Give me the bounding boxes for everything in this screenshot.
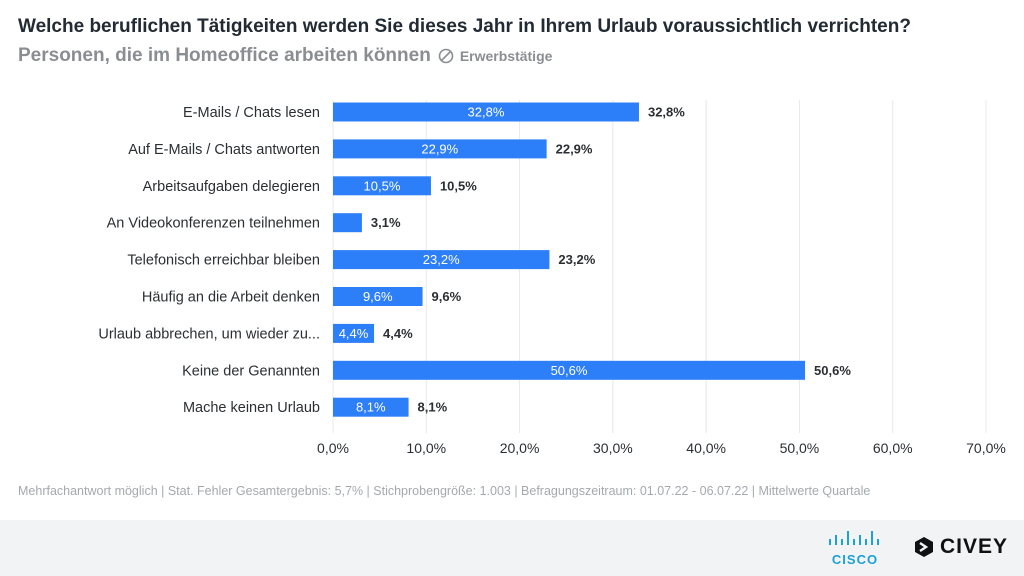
bar-value-label: 32,8% [648, 105, 685, 120]
bar-inner-label: 32,8% [468, 105, 505, 120]
x-tick-label: 20,0% [500, 440, 540, 456]
civey-wordmark: CIVEY [940, 535, 1009, 558]
category-label: Arbeitsaufgaben delegieren [143, 179, 320, 195]
category-label: Mache keinen Urlaub [183, 400, 320, 416]
bar-value-label: 23,2% [558, 252, 595, 267]
category-label: E-Mails / Chats lesen [183, 105, 320, 121]
bar-inner-label: 8,1% [356, 400, 386, 415]
cisco-bars-icon [829, 531, 879, 545]
bar-value-label: 10,5% [440, 178, 477, 193]
x-tick-label: 50,0% [780, 440, 820, 456]
bar [333, 287, 423, 306]
bar-inner-label: 50,6% [551, 363, 588, 378]
bar [333, 139, 547, 159]
category-label: Telefonisch erreichbar bleiben [127, 253, 320, 269]
bar-value-label: 22,9% [556, 141, 593, 156]
bar-inner-label: 23,2% [423, 252, 460, 267]
x-tick-label: 30,0% [593, 440, 633, 456]
bar-value-label: 50,6% [814, 363, 851, 378]
bar-inner-label: 10,5% [364, 178, 401, 193]
category-label: Auf E-Mails / Chats antworten [128, 142, 320, 158]
bar-chart: 0,0% 10,0% 20,0% 30,0% 40,0% 50,0% 60,0% 70,0% E… [98, 100, 1006, 456]
bar [333, 176, 431, 196]
x-tick-label: 70,0% [966, 440, 1006, 456]
civey-logo: CIVEY [914, 535, 1008, 559]
bar-value-label: 9,6% [432, 289, 462, 304]
x-tick-label: 60,0% [873, 440, 913, 456]
bar-inner-label: 9,6% [363, 289, 393, 304]
bar-inner-label: 4,4% [339, 326, 369, 341]
cisco-logo: CISCO [827, 531, 883, 567]
category-label: Keine der Genannten [182, 363, 320, 379]
x-tick-label: 0,0% [317, 440, 349, 456]
bar [333, 360, 806, 380]
category-label: Urlaub abbrechen, um wieder zu... [98, 326, 320, 342]
bar-inner-label: 22,9% [421, 141, 458, 156]
bar [333, 397, 409, 417]
bar-value-label: 8,1% [418, 400, 448, 415]
bar [333, 250, 550, 270]
filter-icon[interactable] [438, 48, 454, 64]
bar [333, 213, 362, 233]
bar [333, 102, 639, 122]
category-label: Häufig an die Arbeit denken [142, 290, 320, 306]
bar-value-label: 4,4% [383, 326, 413, 341]
filter-label[interactable]: Erwerbstätige [459, 48, 553, 64]
cisco-wordmark: CISCO [831, 552, 879, 567]
bar [333, 323, 375, 343]
footer: CISCO CIVEY [0, 520, 1024, 576]
x-tick-label: 40,0% [686, 440, 726, 456]
x-tick-label: 10,0% [406, 440, 446, 456]
category-label: An Videokonferenzen teilnehmen [107, 216, 320, 232]
chart-subtitle: Personen, die im Homeoffice arbeiten kön… [18, 45, 431, 66]
civey-mark-icon [915, 537, 933, 557]
footnote: Mehrfachantwort möglich | Stat. Fehler G… [18, 484, 871, 498]
bar-value-label: 3,1% [371, 215, 401, 230]
subtitle-row: Personen, die im Homeoffice arbeiten kön… [18, 45, 552, 67]
chart-title: Welche beruflichen Tätigkeiten werden Si… [18, 16, 911, 37]
